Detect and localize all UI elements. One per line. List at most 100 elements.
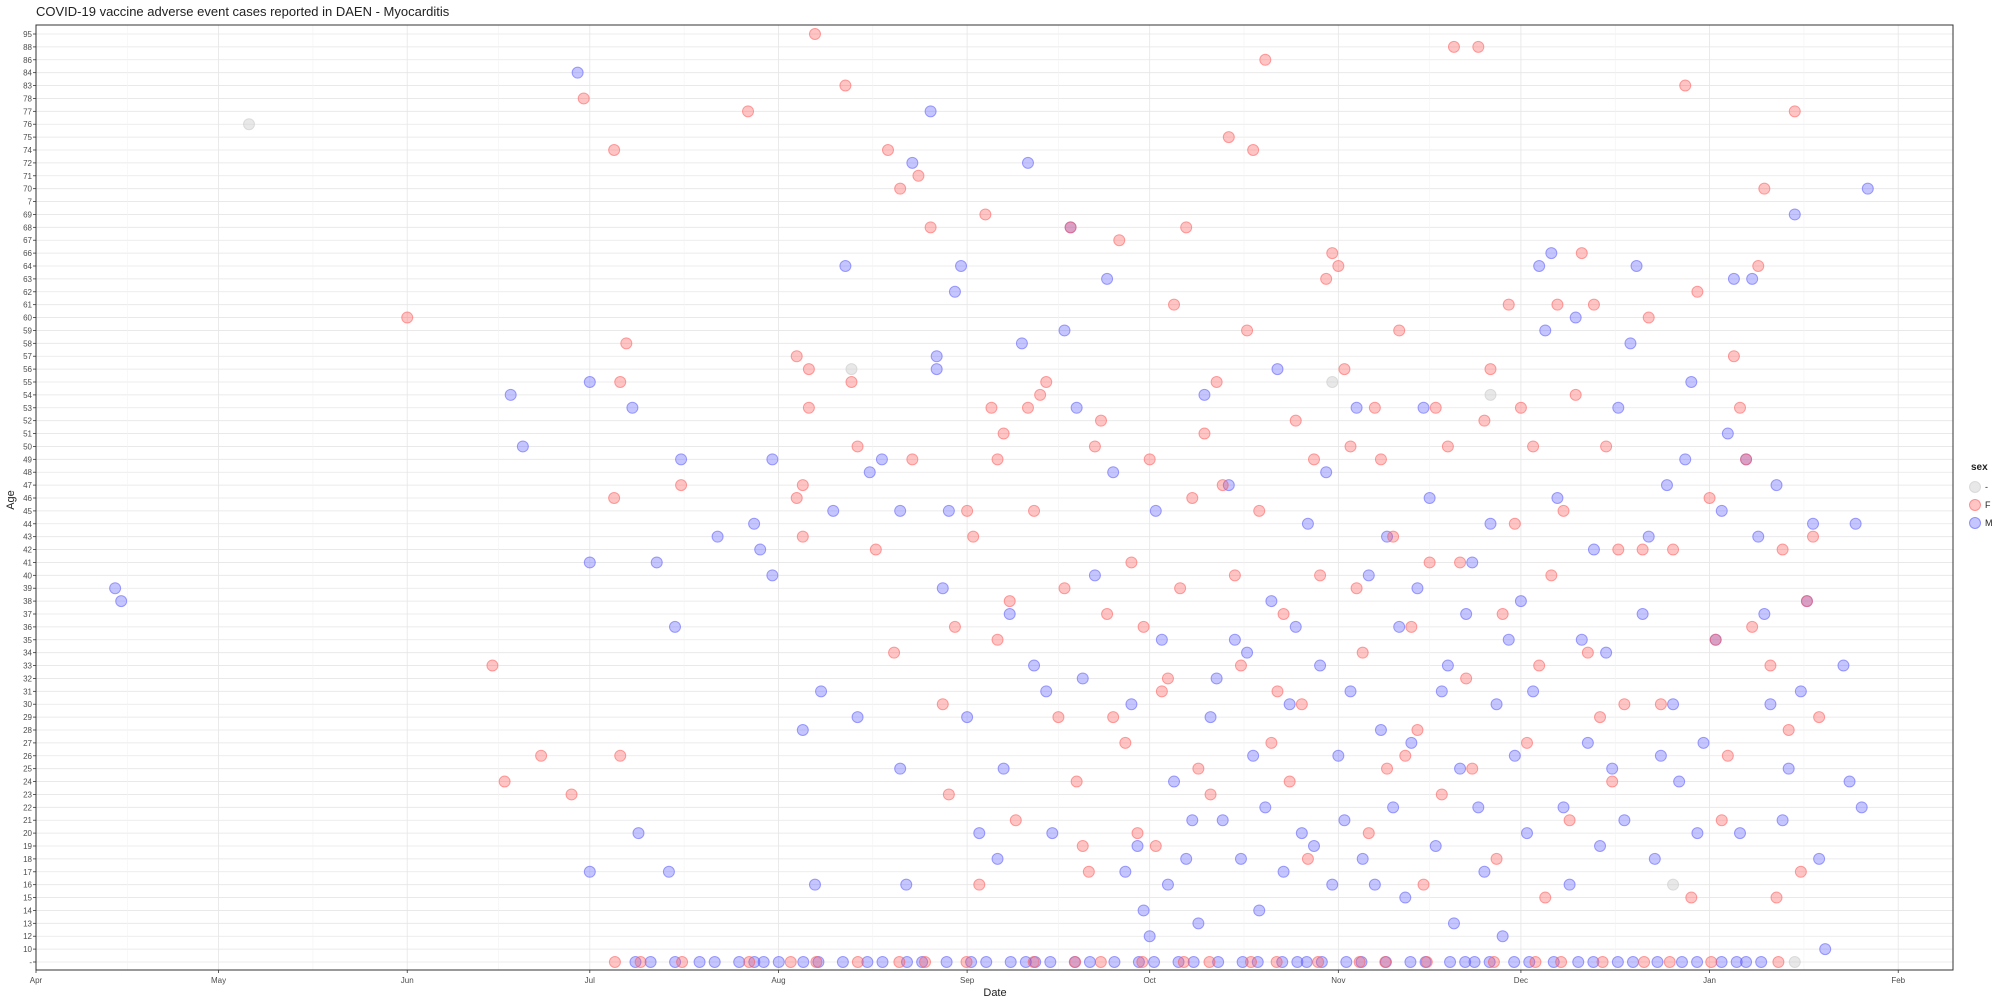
data-point-m xyxy=(1660,479,1673,492)
data-point-f xyxy=(1070,775,1083,788)
data-point-f xyxy=(1137,620,1150,633)
data-point-f xyxy=(808,28,821,40)
data-point-f xyxy=(1563,814,1576,827)
data-point-f xyxy=(1569,388,1582,401)
data-point-m xyxy=(583,376,596,388)
y-tick-label: 20 xyxy=(23,829,32,838)
y-tick-label: 18 xyxy=(23,855,32,864)
data-point-f xyxy=(675,479,688,492)
data-point-m xyxy=(1417,401,1430,414)
data-point-f xyxy=(1149,840,1162,852)
data-point-f xyxy=(1399,749,1412,762)
data-point-m xyxy=(1508,749,1521,762)
data-point-m xyxy=(1697,736,1710,749)
data-point-m xyxy=(650,556,663,569)
data-point-m xyxy=(1484,517,1497,530)
data-point-m xyxy=(1308,840,1320,852)
data-point-m xyxy=(1241,646,1254,659)
data-point-m xyxy=(861,956,874,968)
data-point-f xyxy=(1800,595,1813,608)
data-point-f xyxy=(1587,298,1600,311)
data-point-f xyxy=(802,401,815,414)
data-point-m xyxy=(1861,182,1874,195)
data-point-m xyxy=(1362,569,1375,582)
data-point-m xyxy=(1782,762,1795,775)
data-point-f xyxy=(498,775,511,788)
data-point-m xyxy=(1368,878,1381,891)
data-point-f xyxy=(1204,788,1217,801)
data-point-m xyxy=(1259,801,1272,814)
data-point-f xyxy=(1441,440,1454,453)
data-point-f xyxy=(1788,105,1801,118)
data-point-f xyxy=(1320,272,1333,285)
data-point-f xyxy=(1289,414,1302,427)
data-point-m xyxy=(796,724,809,736)
data-point-m xyxy=(1137,904,1150,917)
data-point-m xyxy=(1581,736,1594,749)
y-tick-label: 26 xyxy=(23,752,32,761)
y-tick-label: 42 xyxy=(23,546,32,555)
data-point-f xyxy=(1521,736,1533,749)
data-point-m xyxy=(1192,917,1205,930)
y-tick-label: 44 xyxy=(23,520,32,529)
data-point-f xyxy=(1344,440,1357,453)
y-tick-label: 64 xyxy=(23,262,32,271)
data-point-m xyxy=(1070,401,1083,414)
data-point-m xyxy=(1667,698,1680,711)
y-tick-label: 37 xyxy=(23,610,32,619)
data-point-f xyxy=(1265,736,1278,749)
data-point-f xyxy=(1472,40,1485,53)
y-tick-label: 13 xyxy=(23,919,32,928)
data-point-f xyxy=(942,788,955,801)
y-tick-label: 31 xyxy=(23,687,32,696)
data-point-m xyxy=(1533,260,1546,272)
data-point-m xyxy=(1502,633,1515,646)
data-point-f xyxy=(608,956,621,968)
data-point-m xyxy=(1447,917,1460,930)
data-point-f xyxy=(882,144,894,156)
data-point-m xyxy=(1320,466,1333,479)
data-point-f xyxy=(1746,620,1759,633)
data-point-f xyxy=(1119,736,1132,749)
data-point-f xyxy=(1782,724,1795,736)
data-point-f xyxy=(1155,685,1168,698)
data-point-f xyxy=(961,504,974,517)
data-point-m xyxy=(1855,801,1868,814)
data-point-f xyxy=(1203,956,1216,968)
data-point-f xyxy=(1405,620,1418,633)
data-point-m xyxy=(757,956,770,968)
data-point-f xyxy=(1447,40,1460,53)
y-tick-label: 95 xyxy=(23,30,32,39)
data-point-f xyxy=(1703,492,1716,504)
data-point-f xyxy=(742,105,755,118)
data-point-f xyxy=(676,956,689,968)
data-point-f xyxy=(1740,453,1753,466)
data-point-m xyxy=(1837,659,1850,672)
data-point-f xyxy=(565,788,578,801)
data-point-f xyxy=(796,479,809,492)
data-point-f xyxy=(1654,698,1667,711)
data-point-m xyxy=(1721,427,1734,440)
data-point-m xyxy=(754,543,767,556)
data-point-m xyxy=(1004,956,1017,968)
data-point-f xyxy=(1374,453,1387,466)
data-point-m xyxy=(1563,878,1576,891)
y-tick-label: 60 xyxy=(23,314,32,323)
data-point-m xyxy=(1545,247,1558,260)
data-point-m xyxy=(1466,556,1479,569)
data-point-f xyxy=(888,646,901,659)
data-point-unknown xyxy=(243,118,255,131)
data-point-f xyxy=(1088,440,1101,453)
data-point-m xyxy=(1332,749,1345,762)
data-point-f xyxy=(1490,852,1503,865)
data-point-m xyxy=(942,504,955,517)
data-point-m xyxy=(748,517,761,530)
legend: sex - FM xyxy=(1969,462,1993,529)
data-point-f xyxy=(1794,865,1807,878)
data-point-f xyxy=(1270,956,1283,968)
data-point-f xyxy=(1368,401,1381,414)
y-tick-label: 50 xyxy=(23,442,32,451)
data-point-m xyxy=(1289,620,1302,633)
data-point-m xyxy=(1770,479,1783,492)
data-point-m xyxy=(1374,724,1387,736)
